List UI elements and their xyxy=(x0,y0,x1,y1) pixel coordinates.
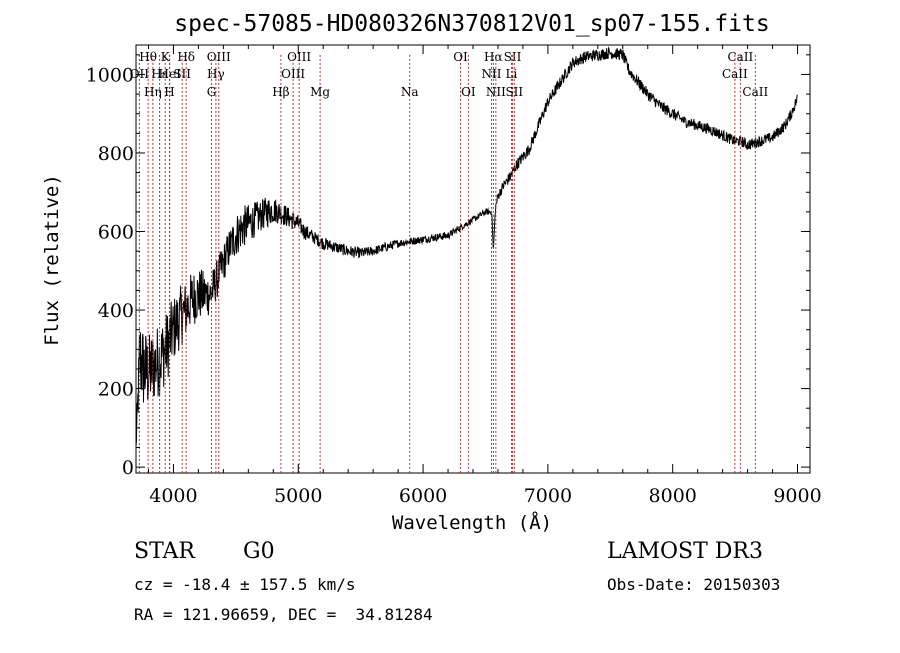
line-marker-label: NII xyxy=(481,67,501,81)
line-marker-label: Hε xyxy=(151,67,168,81)
line-marker-label: OIII xyxy=(281,67,305,81)
line-marker-label: NII xyxy=(486,85,506,99)
x-axis-label: Wavelength (Å) xyxy=(392,511,552,534)
redshift-velocity: cz = -18.4 ± 157.5 km/s xyxy=(134,575,356,594)
line-marker-label: G xyxy=(207,85,217,99)
y-axis-label: Flux (relative) xyxy=(41,174,63,346)
plot-area xyxy=(135,46,798,447)
line-marker-label: OI xyxy=(461,85,476,99)
line-marker-label: Li xyxy=(506,67,518,81)
line-marker-label: SII xyxy=(504,50,522,64)
plot-frame xyxy=(135,44,811,474)
chart-title: spec-57085-HD080326N370812V01_sp07-155.f… xyxy=(174,11,769,37)
line-marker-label: Hα xyxy=(484,50,503,64)
coordinates: RA = 121.96659, DEC = 34.81284 xyxy=(134,605,433,624)
line-marker-label: OIII xyxy=(207,50,231,64)
x-tick-label: 4000 xyxy=(149,485,197,507)
line-marker-label: SII xyxy=(173,67,191,81)
x-tick-label: 5000 xyxy=(274,485,322,507)
spectrum-line xyxy=(135,46,798,447)
x-tick-label: 9000 xyxy=(773,485,821,507)
line-marker-label: Hθ xyxy=(139,50,157,64)
observation-date: Obs-Date: 20150303 xyxy=(607,575,780,594)
line-marker-label: CaII xyxy=(742,85,768,99)
line-marker-label: OIII xyxy=(287,50,311,64)
y-tick-label: 600 xyxy=(98,222,134,244)
y-tick-label: 200 xyxy=(98,379,134,401)
y-tick-label: 0 xyxy=(122,457,134,479)
y-tick-label: 800 xyxy=(98,143,134,165)
y-tick-label: 400 xyxy=(98,300,134,322)
line-marker-label: Hβ xyxy=(272,85,289,99)
subclass: G0 xyxy=(243,539,275,564)
object-class: STAR xyxy=(134,539,196,564)
line-marker-label: CaII xyxy=(722,67,748,81)
line-marker-label: Mg xyxy=(310,85,330,99)
line-marker-label: HeI xyxy=(159,67,182,81)
line-marker-label: SII xyxy=(505,85,523,99)
line-marker-label: Hγ xyxy=(207,67,225,81)
line-marker-label: Na xyxy=(401,85,419,99)
axis-ticks: 4000 5000 6000 7000 8000 9000 0 200 400 600 800 100… xyxy=(86,45,822,507)
line-marker-label: H xyxy=(164,85,174,99)
survey-name: LAMOST DR3 xyxy=(607,539,763,564)
line-marker-label: OI xyxy=(453,50,468,64)
line-marker-label: CaII xyxy=(727,50,753,64)
x-tick-label: 7000 xyxy=(524,485,572,507)
line-marker-label: K xyxy=(161,50,171,64)
y-tick-label: 1000 xyxy=(86,64,134,86)
x-tick-label: 6000 xyxy=(399,485,447,507)
line-marker-label: Hη xyxy=(144,85,162,99)
line-marker-label: Hδ xyxy=(177,50,195,64)
x-tick-label: 8000 xyxy=(649,485,697,507)
